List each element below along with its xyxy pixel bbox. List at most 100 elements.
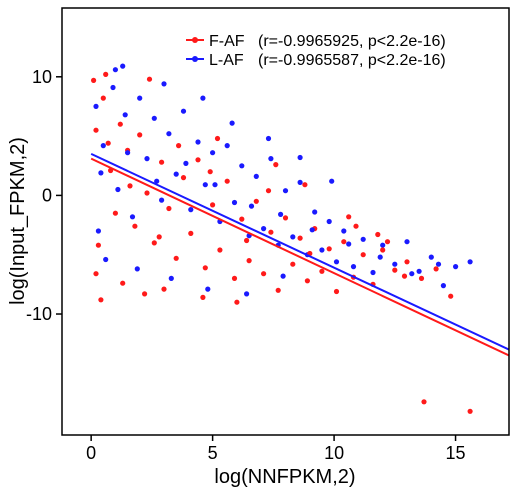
data-point-l-af <box>159 197 165 203</box>
data-point-l-af <box>210 150 216 156</box>
fit-line-f-af <box>90 157 510 357</box>
data-point-l-af <box>134 266 140 272</box>
x-tick-label: 0 <box>86 443 96 463</box>
data-point-l-af <box>290 234 296 240</box>
data-point-f-af <box>392 267 398 273</box>
data-point-l-af <box>440 283 446 289</box>
data-point-l-af <box>188 207 194 213</box>
data-point-l-af <box>282 188 289 194</box>
data-point-l-af <box>161 81 167 87</box>
fit-lines-layer <box>90 152 510 357</box>
data-point-l-af <box>319 247 325 253</box>
data-point-l-af <box>120 63 126 69</box>
data-point-f-af <box>166 205 172 212</box>
data-point-l-af <box>103 256 109 263</box>
data-point-l-af <box>144 156 150 162</box>
data-point-f-af <box>195 157 201 163</box>
x-axis-title: log(NNFPKM,2) <box>214 466 355 488</box>
data-point-f-af <box>375 231 381 238</box>
data-point-f-af <box>404 259 410 265</box>
data-point-l-af <box>326 218 332 225</box>
data-point-l-af <box>129 214 136 220</box>
data-point-l-af <box>166 131 172 137</box>
data-point-f-af <box>144 190 150 196</box>
data-point-l-af <box>244 291 250 297</box>
data-point-f-af <box>146 76 153 82</box>
data-point-l-af <box>467 259 473 265</box>
data-point-f-af <box>151 240 157 246</box>
data-point-l-af <box>112 67 118 73</box>
data-point-f-af <box>282 215 289 221</box>
legend-marker-l-af <box>192 56 198 62</box>
data-point-f-af <box>188 230 194 236</box>
legend-stat-f-af: (r=-0.9965925, p<2.2e-16) <box>258 33 446 50</box>
y-axis: -10 0 10 <box>26 67 62 324</box>
data-point-f-af <box>93 271 99 277</box>
data-point-f-af <box>239 216 245 222</box>
data-point-f-af <box>224 178 230 184</box>
data-point-f-af <box>137 132 143 138</box>
data-point-f-af <box>333 288 340 295</box>
data-point-f-af <box>120 280 126 286</box>
data-point-f-af <box>297 235 303 241</box>
data-point-l-af <box>229 120 235 126</box>
data-point-f-af <box>214 135 221 142</box>
data-point-f-af <box>418 275 425 281</box>
data-point-l-af <box>239 163 245 169</box>
data-point-l-af <box>278 211 284 217</box>
data-point-l-af <box>248 203 255 209</box>
data-point-f-af <box>341 239 347 245</box>
data-point-l-af <box>173 171 179 177</box>
data-point-f-af <box>91 77 97 83</box>
data-point-f-af <box>326 246 332 252</box>
data-point-l-af <box>110 84 116 91</box>
data-point-l-af <box>404 239 410 245</box>
data-point-f-af <box>217 247 223 253</box>
data-point-l-af <box>231 199 238 206</box>
data-point-l-af <box>154 178 160 184</box>
data-point-f-af <box>117 121 123 127</box>
data-point-f-af <box>319 268 325 274</box>
plot-background <box>62 8 509 435</box>
legend: F-AF (r=-0.9965925, p<2.2e-16) L-AF (r=-0.9… <box>186 33 446 69</box>
data-point-l-af <box>95 228 101 234</box>
legend-label-f-af: F-AF <box>209 33 245 50</box>
data-point-f-af <box>401 273 408 279</box>
data-point-l-af <box>122 112 128 118</box>
data-point-f-af <box>275 287 281 293</box>
data-point-f-af <box>353 223 359 229</box>
x-tick-label: 10 <box>324 443 344 463</box>
data-point-f-af <box>433 266 439 272</box>
data-point-f-af <box>246 258 252 264</box>
data-point-l-af <box>151 115 157 121</box>
data-point-l-af <box>350 264 357 270</box>
data-point-f-af <box>200 294 206 300</box>
y-tick-label: 10 <box>32 67 52 87</box>
data-point-f-af <box>290 261 296 267</box>
data-point-l-af <box>137 95 143 101</box>
data-point-f-af <box>105 140 111 146</box>
data-point-l-af <box>453 264 459 270</box>
data-point-f-af <box>268 229 274 235</box>
data-point-f-af <box>161 286 167 292</box>
data-point-f-af <box>132 223 138 229</box>
data-point-f-af <box>244 237 250 244</box>
data-point-f-af <box>384 239 391 245</box>
data-point-l-af <box>265 135 272 142</box>
data-point-l-af <box>297 154 303 161</box>
data-point-l-af <box>202 182 208 188</box>
data-point-f-af <box>210 202 216 208</box>
data-point-f-af <box>173 255 179 261</box>
data-point-l-af <box>409 271 415 277</box>
legend-label-l-af: L-AF <box>209 52 244 69</box>
data-point-l-af <box>180 108 187 114</box>
data-point-f-af <box>159 159 165 165</box>
legend-marker-f-af <box>192 37 198 43</box>
data-point-l-af <box>280 273 286 279</box>
data-point-f-af <box>234 299 240 305</box>
data-point-l-af <box>360 236 366 242</box>
data-point-l-af <box>346 241 352 247</box>
data-point-f-af <box>346 214 352 220</box>
data-point-l-af <box>435 261 442 267</box>
